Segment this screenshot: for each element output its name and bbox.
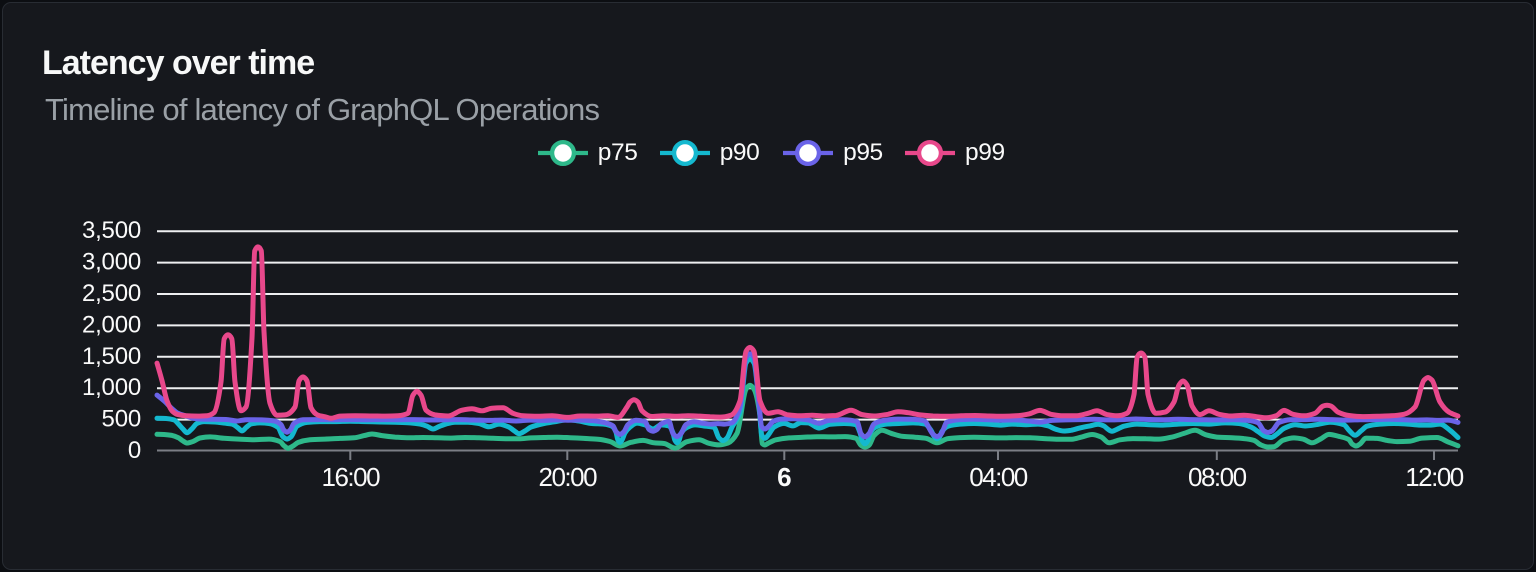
- svg-text:1,000: 1,000: [82, 374, 141, 401]
- svg-text:04:00: 04:00: [969, 462, 1028, 492]
- svg-text:20:00: 20:00: [539, 462, 598, 492]
- svg-text:2,000: 2,000: [82, 311, 141, 338]
- svg-text:08:00: 08:00: [1188, 462, 1247, 492]
- svg-text:3,000: 3,000: [82, 249, 141, 276]
- svg-text:2,500: 2,500: [82, 280, 141, 307]
- svg-text:6: 6: [777, 462, 791, 492]
- svg-text:3,500: 3,500: [82, 217, 141, 244]
- svg-text:1,500: 1,500: [82, 343, 141, 370]
- svg-text:12:00: 12:00: [1405, 462, 1464, 492]
- svg-text:16:00: 16:00: [322, 462, 381, 492]
- svg-text:500: 500: [102, 406, 141, 433]
- svg-text:0: 0: [128, 437, 141, 464]
